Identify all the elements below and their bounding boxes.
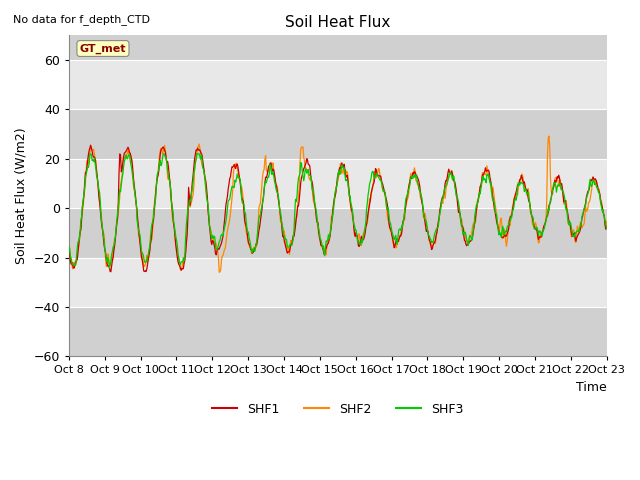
Bar [69,307,607,356]
X-axis label: Time: Time [576,381,607,394]
Y-axis label: Soil Heat Flux (W/m2): Soil Heat Flux (W/m2) [15,128,28,264]
Bar [69,208,607,258]
Text: GT_met: GT_met [80,43,126,54]
Title: Soil Heat Flux: Soil Heat Flux [285,15,390,30]
Bar [69,258,607,307]
Bar [69,11,607,60]
Legend: SHF1, SHF2, SHF3: SHF1, SHF2, SHF3 [207,398,469,420]
Bar [69,60,607,109]
Bar [69,159,607,208]
Text: No data for f_depth_CTD: No data for f_depth_CTD [13,14,150,25]
Bar [69,109,607,159]
